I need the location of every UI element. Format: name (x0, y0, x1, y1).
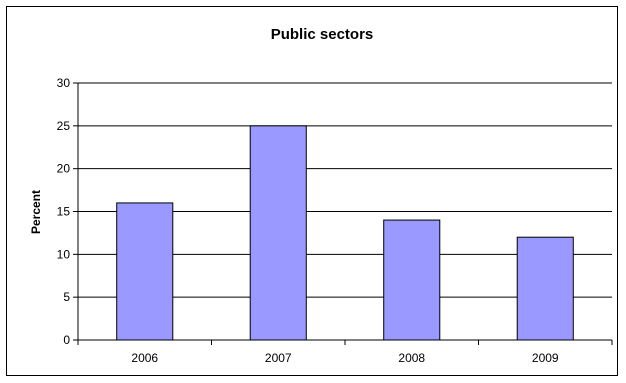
y-axis-title: Percent (29, 190, 43, 234)
x-tick-label-2008: 2008 (398, 351, 425, 365)
bars (116, 125, 574, 341)
y-tick-label-0: 0 (63, 333, 70, 347)
bar-2006 (116, 202, 174, 341)
x-tick-labels: 2006 2007 2008 2009 (131, 351, 559, 365)
y-tick-label-20: 20 (57, 162, 71, 176)
y-tick-label-15: 15 (57, 205, 71, 219)
bar-2007 (249, 125, 307, 341)
x-tick-label-2009: 2009 (532, 351, 559, 365)
x-tick-label-2006: 2006 (131, 351, 158, 365)
y-tick-labels: 0 5 10 15 20 25 30 (57, 76, 71, 347)
y-tick-label-10: 10 (57, 247, 71, 261)
y-tick-label-5: 5 (63, 290, 70, 304)
y-tick-label-25: 25 (57, 119, 71, 133)
bar-2008 (383, 219, 441, 341)
bar-2009 (516, 236, 574, 341)
chart-frame (6, 6, 618, 376)
chart-title: Public sectors (271, 26, 374, 43)
axes (73, 82, 613, 345)
y-tick-label-30: 30 (57, 76, 71, 90)
x-tick-label-2007: 2007 (265, 351, 292, 365)
